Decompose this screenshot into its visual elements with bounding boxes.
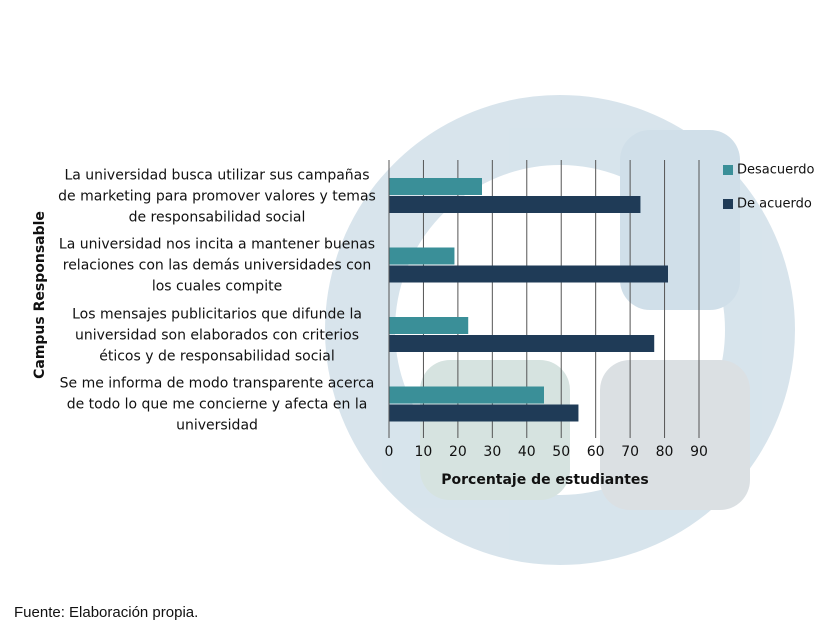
source-note: Fuente: Elaboración propia. bbox=[14, 604, 199, 621]
x-tick-label: 60 bbox=[587, 444, 605, 460]
y-axis-title: Campus Responsable bbox=[32, 211, 48, 379]
x-tick-label: 0 bbox=[385, 444, 394, 460]
category-label: La universidad nos incita a mantener bue… bbox=[58, 236, 376, 295]
x-tick-label: 10 bbox=[415, 444, 433, 460]
legend-swatch bbox=[723, 165, 733, 175]
bar bbox=[389, 386, 544, 404]
decor-piece bbox=[600, 360, 750, 510]
x-tick-label: 90 bbox=[690, 444, 708, 460]
x-tick-label: 50 bbox=[552, 444, 570, 460]
x-axis-title: Porcentaje de estudiantes bbox=[441, 472, 648, 488]
x-tick-label: 20 bbox=[449, 444, 467, 460]
bar bbox=[389, 335, 655, 352]
x-tick-label: 70 bbox=[621, 444, 639, 460]
bar bbox=[389, 265, 668, 283]
bar bbox=[389, 404, 579, 422]
bar bbox=[389, 196, 641, 213]
category-label: Se me informa de modo transparente acerc… bbox=[59, 375, 375, 434]
decor-piece bbox=[620, 130, 740, 310]
x-tick-label: 40 bbox=[518, 444, 536, 460]
bar bbox=[389, 247, 455, 265]
legend-swatch bbox=[723, 199, 733, 209]
bar bbox=[389, 178, 482, 195]
decor-ring bbox=[325, 95, 795, 565]
legend-label: De acuerdo bbox=[737, 197, 812, 212]
legend-label: Desacuerdo bbox=[737, 163, 815, 178]
x-tick-label: 30 bbox=[483, 444, 501, 460]
category-label: La universidad busca utilizar sus campañ… bbox=[58, 167, 376, 226]
bar bbox=[389, 317, 469, 334]
category-label: Los mensajes publicitarios que difunde l… bbox=[72, 306, 362, 365]
x-tick-label: 80 bbox=[656, 444, 674, 460]
